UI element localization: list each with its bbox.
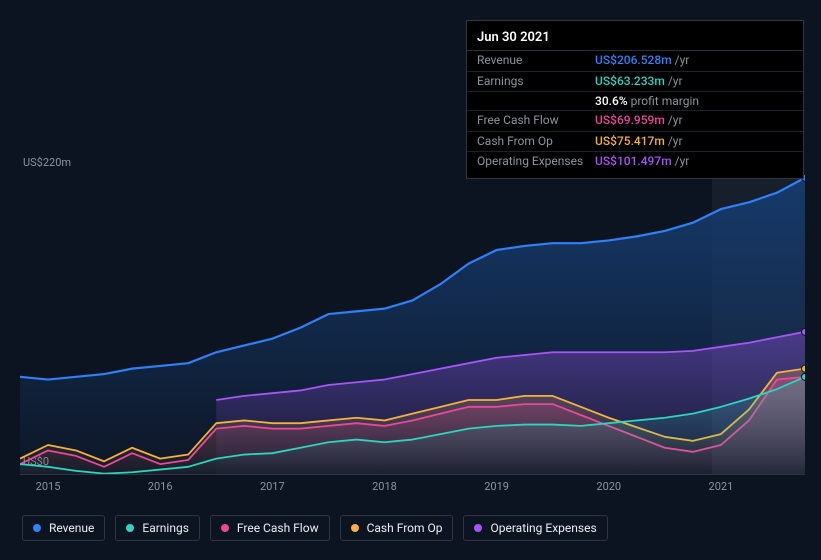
tooltip-row: Operating ExpensesUS$101.497m/yr <box>467 152 803 172</box>
xaxis-tick: 2019 <box>484 480 509 493</box>
tooltip-metric-label: Earnings <box>477 74 595 90</box>
legend-item-operating-expenses[interactable]: Operating Expenses <box>463 515 607 541</box>
xaxis-tick: 2015 <box>36 480 61 493</box>
legend-dot-icon <box>351 524 359 532</box>
legend-label: Revenue <box>49 521 94 535</box>
tooltip-row: Cash From OpUS$75.417m/yr <box>467 132 803 153</box>
tooltip-metric-value: US$206.528m <box>595 53 672 69</box>
legend-item-earnings[interactable]: Earnings <box>115 515 200 541</box>
tooltip-metric-value: US$69.959m <box>595 113 665 129</box>
legend-item-cash-from-op[interactable]: Cash From Op <box>340 515 454 541</box>
tooltip-metric-value: US$63.233m <box>595 74 665 90</box>
tooltip-metric-suffix: /yr <box>668 113 683 129</box>
legend-item-free-cash-flow[interactable]: Free Cash Flow <box>210 515 330 541</box>
chart-tooltip: Jun 30 2021 RevenueUS$206.528m/yrEarning… <box>466 20 804 179</box>
legend-label: Free Cash Flow <box>237 521 319 535</box>
tooltip-metric-label: Cash From Op <box>477 134 595 150</box>
legend-label: Operating Expenses <box>490 521 596 535</box>
tooltip-metric-suffix: /yr <box>668 74 683 90</box>
financials-area-chart[interactable] <box>20 175 805 475</box>
tooltip-metric-value: US$75.417m <box>595 134 665 150</box>
legend-label: Earnings <box>142 521 189 535</box>
tooltip-row: Free Cash FlowUS$69.959m/yr <box>467 111 803 132</box>
tooltip-row: RevenueUS$206.528m/yr <box>467 51 803 72</box>
legend-dot-icon <box>474 524 482 532</box>
legend-dot-icon <box>33 524 41 532</box>
tooltip-date: Jun 30 2021 <box>467 27 803 51</box>
xaxis-tick: 2021 <box>709 480 734 493</box>
tooltip-metric-suffix: /yr <box>675 154 690 170</box>
tooltip-metric-suffix: /yr <box>668 134 683 150</box>
tooltip-profit-margin: 30.6% profit margin <box>467 92 803 111</box>
legend-item-revenue[interactable]: Revenue <box>22 515 105 541</box>
legend-dot-icon <box>126 524 134 532</box>
xaxis-tick: 2018 <box>372 480 397 493</box>
legend-dot-icon <box>221 524 229 532</box>
xaxis-tick: 2017 <box>260 480 285 493</box>
tooltip-row: EarningsUS$63.233m/yr <box>467 72 803 93</box>
tooltip-metric-value: US$101.497m <box>595 154 672 170</box>
tooltip-metric-label: Free Cash Flow <box>477 113 595 129</box>
legend-label: Cash From Op <box>367 521 443 535</box>
chart-legend: Revenue Earnings Free Cash Flow Cash From O… <box>22 515 608 541</box>
xaxis: 2015 2016 2017 2018 2019 2020 2021 <box>20 480 805 496</box>
xaxis-tick: 2020 <box>596 480 621 493</box>
xaxis-tick: 2016 <box>148 480 173 493</box>
tooltip-metric-label: Operating Expenses <box>477 154 595 170</box>
yaxis-label-top: US$220m <box>23 156 71 169</box>
tooltip-metric-label: Revenue <box>477 53 595 69</box>
tooltip-metric-suffix: /yr <box>675 53 690 69</box>
